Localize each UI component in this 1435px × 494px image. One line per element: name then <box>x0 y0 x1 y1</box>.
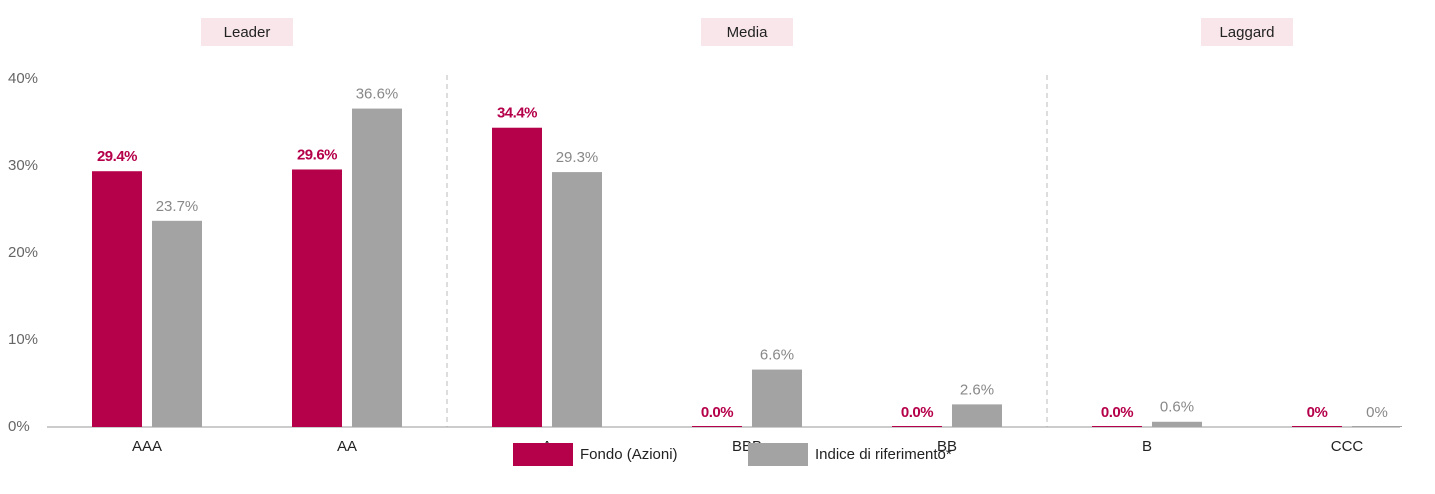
y-tick-label: 0% <box>8 418 30 435</box>
value-label: 2.6% <box>960 381 994 398</box>
bar <box>1292 426 1342 427</box>
x-tick-label: AA <box>337 438 357 455</box>
value-label: 0.6% <box>1160 399 1194 416</box>
value-label: 29.3% <box>556 149 599 166</box>
legend-swatch <box>748 443 808 466</box>
x-tick-label: CCC <box>1331 438 1364 455</box>
value-label: 36.6% <box>356 86 399 103</box>
bar <box>1152 421 1202 427</box>
value-label: 6.6% <box>760 347 794 364</box>
y-tick-label: 10% <box>8 331 38 348</box>
value-label: 0% <box>1366 404 1388 421</box>
group-label-bg <box>1201 18 1293 46</box>
value-label: 23.7% <box>156 198 199 215</box>
x-tick-label: B <box>1142 438 1152 455</box>
legend-label: Indice di riferimento* <box>815 446 952 463</box>
value-label: 0% <box>1307 404 1328 421</box>
bar <box>692 426 742 427</box>
bar <box>152 220 202 427</box>
bar <box>492 127 542 427</box>
x-tick-label: AAA <box>132 438 162 455</box>
value-label: 29.4% <box>97 148 137 165</box>
bar <box>292 169 342 428</box>
value-label: 34.4% <box>497 105 537 122</box>
bar <box>1352 426 1402 427</box>
legend-label: Fondo (Azioni) <box>580 446 678 463</box>
bar <box>752 369 802 427</box>
bar <box>892 426 942 427</box>
group-label-bg <box>201 18 293 46</box>
bar <box>552 172 602 427</box>
value-label: 0.0% <box>1101 404 1133 421</box>
group-label: Media <box>727 24 769 41</box>
bar <box>352 108 402 427</box>
group-label: Leader <box>224 24 271 41</box>
bar <box>1092 426 1142 427</box>
value-label: 0.0% <box>701 404 733 421</box>
group-label: Laggard <box>1219 24 1274 41</box>
group-label-bg <box>701 18 793 46</box>
y-tick-label: 40% <box>8 70 38 87</box>
x-tick-label: BB <box>937 438 957 455</box>
legend-swatch <box>513 443 573 466</box>
y-tick-label: 20% <box>8 244 38 261</box>
y-tick-label: 30% <box>8 157 38 174</box>
bar <box>952 404 1002 427</box>
value-label: 0.0% <box>901 404 933 421</box>
value-label: 29.6% <box>297 146 337 163</box>
bar <box>92 171 142 427</box>
